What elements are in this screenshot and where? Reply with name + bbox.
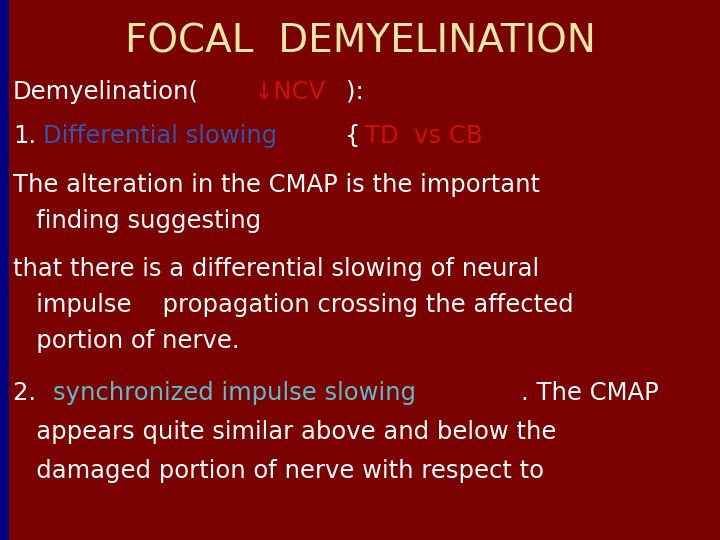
- Text: finding suggesting: finding suggesting: [13, 210, 261, 233]
- Text: 1.: 1.: [13, 124, 36, 148]
- Text: Differential slowing: Differential slowing: [42, 124, 277, 148]
- Text: Demyelination(: Demyelination(: [13, 80, 199, 104]
- Text: portion of nerve.: portion of nerve.: [13, 329, 240, 353]
- FancyBboxPatch shape: [0, 0, 9, 540]
- Text: . The CMAP: . The CMAP: [521, 381, 659, 405]
- Text: The alteration in the CMAP is the important: The alteration in the CMAP is the import…: [13, 173, 540, 197]
- Text: that there is a differential slowing of neural: that there is a differential slowing of …: [13, 257, 539, 281]
- Text: {: {: [345, 124, 361, 148]
- Text: ):: ):: [346, 80, 364, 104]
- Text: synchronized impulse slowing: synchronized impulse slowing: [53, 381, 415, 405]
- Text: ↓NCV: ↓NCV: [253, 80, 325, 104]
- Text: TD  vs CB: TD vs CB: [365, 124, 482, 148]
- Text: impulse    propagation crossing the affected: impulse propagation crossing the affecte…: [13, 293, 574, 317]
- Text: appears quite similar above and below the: appears quite similar above and below th…: [13, 420, 557, 444]
- Text: damaged portion of nerve with respect to: damaged portion of nerve with respect to: [13, 459, 544, 483]
- Text: FOCAL  DEMYELINATION: FOCAL DEMYELINATION: [125, 22, 595, 60]
- Text: 2.: 2.: [13, 381, 44, 405]
